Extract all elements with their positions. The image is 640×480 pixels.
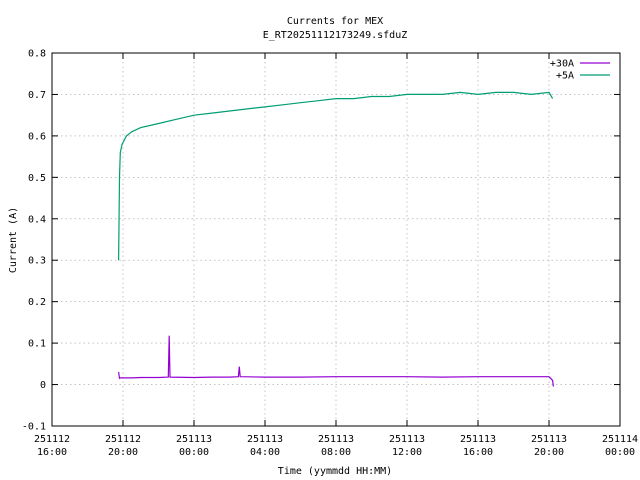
- legend-label-0: +30A: [550, 59, 574, 70]
- x-tick-label-time: 20:00: [108, 447, 138, 458]
- x-tick-label-date: 251114: [602, 434, 638, 445]
- chart-subtitle: E_RT20251112173249.sfduZ: [263, 30, 408, 41]
- x-tick-label-time: 00:00: [179, 447, 209, 458]
- legend-label-1: +5A: [556, 71, 574, 82]
- x-tick-label-time: 04:00: [250, 447, 280, 458]
- x-tick-label-date: 251112: [34, 434, 70, 445]
- series-lines: [118, 91, 554, 387]
- y-tick-label: 0.4: [28, 214, 46, 225]
- series-line-1: [118, 91, 554, 261]
- y-axis-label: Current (A): [8, 207, 19, 273]
- x-tick-label-date: 251113: [247, 434, 283, 445]
- x-tick-label-time: 00:00: [605, 447, 635, 458]
- series-line-0: [118, 335, 554, 387]
- x-axis-label: Time (yymmdd HH:MM): [278, 466, 392, 477]
- y-tick-label: 0.8: [28, 49, 46, 60]
- axis-ticks: -0.1 0 0.1 0.2 0.3 0.4 0.5 0.6 0.7 0.8 251112 16:00…: [22, 49, 638, 459]
- grid-lines: [52, 53, 620, 426]
- y-tick-label: 0.6: [28, 131, 46, 142]
- y-tick-label: 0.5: [28, 173, 46, 184]
- x-tick-label-date: 251113: [460, 434, 496, 445]
- plot-frame: [51, 52, 621, 427]
- x-tick-label-date: 251113: [531, 434, 567, 445]
- y-tick-label: 0.2: [28, 297, 46, 308]
- x-tick-label-time: 16:00: [37, 447, 67, 458]
- y-tick-label: 0.1: [28, 339, 46, 350]
- x-tick-label-time: 08:00: [321, 447, 351, 458]
- x-tick-label-date: 251112: [105, 434, 141, 445]
- y-tick-label: 0: [40, 380, 46, 391]
- y-tick-label: 0.7: [28, 90, 46, 101]
- x-tick-label-date: 251113: [176, 434, 212, 445]
- x-tick-label-time: 16:00: [463, 447, 493, 458]
- x-tick-label-date: 251113: [389, 434, 425, 445]
- y-tick-label: 0.3: [28, 256, 46, 267]
- x-tick-label-time: 12:00: [392, 447, 422, 458]
- chart-title: Currents for MEX: [287, 16, 383, 27]
- x-tick-label-time: 20:00: [534, 447, 564, 458]
- y-tick-label: -0.1: [22, 422, 46, 433]
- legend: +30A+5A: [550, 59, 610, 82]
- x-tick-label-date: 251113: [318, 434, 354, 445]
